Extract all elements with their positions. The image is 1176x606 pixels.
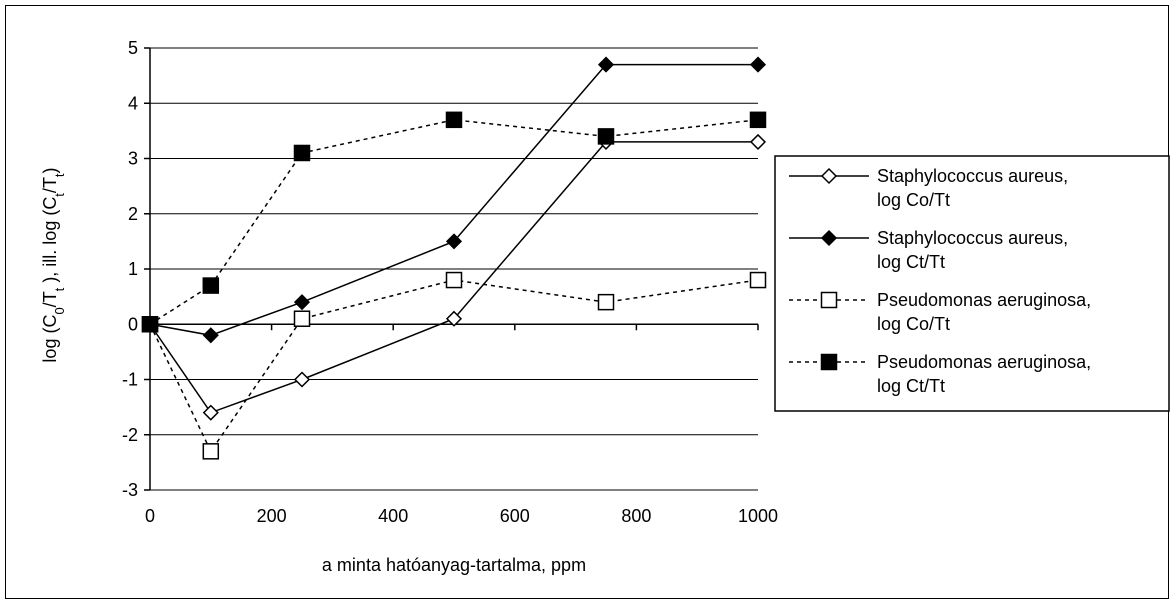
x-tick-label: 600 (500, 506, 530, 526)
y-tick-label: -2 (122, 425, 138, 445)
series-line (149, 141, 758, 414)
legend-item-2: Staphylococcus aureus, log Ct/Tt (789, 228, 1068, 272)
data-point-square (202, 443, 220, 460)
x-axis-title: a minta hatóanyag-tartalma, ppm (322, 555, 586, 575)
y-tick-label: 0 (128, 314, 138, 334)
data-point-diamond (445, 233, 463, 250)
legend-item-3: Pseudomonas aeruginosa, log Co/Tt (789, 290, 1091, 334)
data-point-square (293, 310, 311, 327)
data-point-diamond (293, 294, 311, 311)
data-point-square (445, 271, 463, 289)
data-point-square (141, 316, 159, 333)
x-tick-label: 400 (378, 506, 408, 526)
y-axis-title-subscript: 0 (52, 307, 67, 314)
data-point-square (820, 291, 838, 309)
y-axis-title-part: /T (40, 291, 60, 307)
x-tick-labels: 0 200 400 600 800 1000 (145, 506, 778, 526)
legend-label: log Co/Tt (877, 314, 950, 334)
y-tick-label: 3 (128, 149, 138, 169)
data-point-square (597, 293, 615, 311)
grid-lines (150, 47, 758, 436)
data-point-diamond (202, 404, 219, 421)
series-3 (141, 271, 767, 460)
legend: Staphylococcus aureus,log Co/TtStaphyloc… (774, 155, 1170, 412)
legend-label: Pseudomonas aeruginosa, (877, 290, 1091, 310)
legend-label: Staphylococcus aureus, (877, 228, 1068, 248)
legend-box (774, 155, 1170, 412)
y-tick-label: 2 (128, 204, 138, 224)
data-point-diamond (820, 167, 838, 185)
y-tick-label: 4 (128, 93, 138, 113)
legend-item-1: Staphylococcus aureus, log Co/Tt (789, 166, 1068, 210)
y-tick-label: -3 (122, 480, 138, 500)
data-point-square (749, 111, 767, 129)
data-point-square (749, 271, 767, 289)
series-4 (141, 111, 767, 333)
legend-label: Staphylococcus aureus, (877, 166, 1068, 186)
x-tick-label: 0 (145, 506, 155, 526)
y-axis-title: log (C0/Tt ), ill. log (Ct/Tt) (40, 167, 67, 362)
y-axis-title-subscript: t (52, 193, 67, 197)
x-tick-label: 800 (621, 506, 651, 526)
legend-label: log Ct/Tt (877, 252, 945, 272)
x-tick-label: 200 (257, 506, 287, 526)
data-point-diamond (293, 371, 311, 388)
y-axis-title-subscript: t (52, 173, 67, 177)
data-point-diamond (820, 229, 838, 247)
data-point-diamond (445, 310, 463, 327)
y-tick-label: 1 (128, 259, 138, 279)
data-point-diamond (749, 133, 767, 150)
data-point-square (202, 277, 220, 294)
data-point-square (445, 111, 463, 129)
legend-label: Pseudomonas aeruginosa, (877, 352, 1091, 372)
data-point-diamond (202, 327, 219, 344)
y-axis-title-subscript: t (52, 287, 67, 291)
y-tick-label: 5 (128, 38, 138, 58)
y-tick-labels: 5 4 3 2 1 0 -1 -2 -3 (122, 38, 138, 500)
series-line (149, 279, 759, 453)
y-axis-title-part: /T (40, 177, 60, 193)
legend-item-4: Pseudomonas aeruginosa, log Ct/Tt (789, 352, 1091, 396)
data-point-square (820, 353, 838, 371)
y-axis-title-part: ), ill. log (C (40, 197, 60, 288)
y-tick-label: -1 (122, 370, 138, 390)
series-line (149, 63, 758, 337)
y-axis-title-part: ) (40, 167, 60, 173)
data-point-diamond (749, 56, 767, 73)
data-point-diamond (597, 56, 615, 73)
legend-label: log Ct/Tt (877, 376, 945, 396)
legend-label: log Co/Tt (877, 190, 950, 210)
data-series (141, 56, 767, 460)
data-point-square (293, 144, 311, 162)
data-point-square (597, 128, 615, 145)
y-axis-title-part: log (C (40, 315, 60, 363)
x-tick-label: 1000 (738, 506, 778, 526)
series-2 (141, 56, 767, 344)
